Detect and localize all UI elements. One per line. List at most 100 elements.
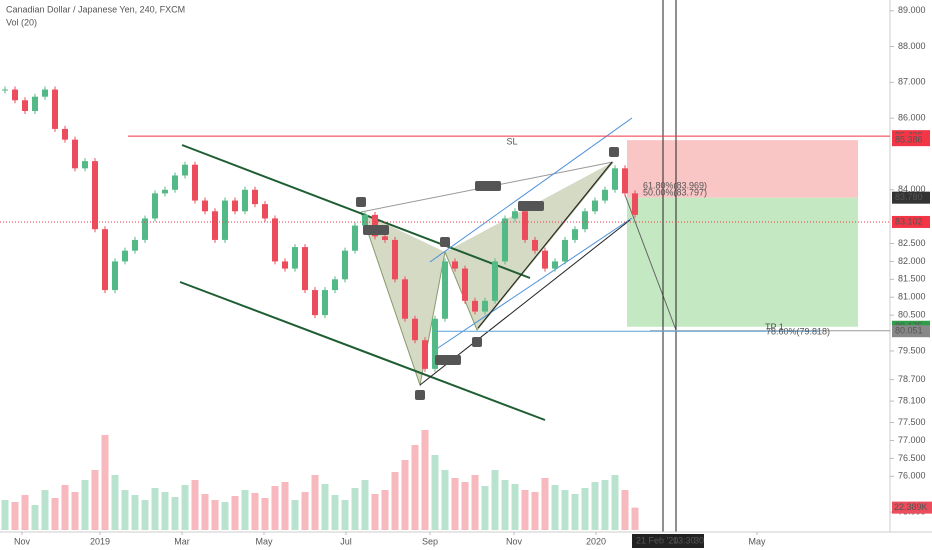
volume-bar <box>81 480 89 530</box>
candle <box>182 164 188 176</box>
x-tick-label: Nov <box>14 536 31 546</box>
volume-bar <box>471 475 479 530</box>
candle <box>442 261 448 319</box>
point-box <box>440 237 450 247</box>
volume-bar <box>421 430 429 530</box>
volume-bar <box>281 482 289 530</box>
volume-bar <box>101 435 109 530</box>
y-tick-label: 76.000 <box>898 471 926 481</box>
candle <box>472 300 478 312</box>
volume-bar <box>251 493 259 530</box>
candle <box>432 318 438 369</box>
candle <box>12 89 18 101</box>
volume-bar <box>61 485 69 530</box>
point-label: B <box>442 236 448 246</box>
volume-bar <box>481 486 489 530</box>
y-tick-label: 86.000 <box>898 113 926 123</box>
candle <box>342 250 348 280</box>
crosshair-extra: 30 <box>694 535 704 545</box>
candle <box>282 261 288 269</box>
candle <box>222 200 228 240</box>
crosshair-box <box>632 534 704 548</box>
x-tick-label: Sep <box>422 536 438 546</box>
pattern-bcd <box>445 162 613 330</box>
volume-bar <box>231 496 239 530</box>
volume-bar <box>261 498 269 530</box>
volume-bar <box>561 490 569 530</box>
candle <box>162 189 168 194</box>
volume-bar <box>361 480 369 530</box>
point-label: X <box>358 196 364 206</box>
candle <box>612 168 618 190</box>
candle <box>322 290 328 316</box>
candle <box>152 193 158 219</box>
volume-bar <box>241 490 249 530</box>
ratio-label: 0.613 <box>437 354 460 364</box>
volume-bar <box>21 495 29 530</box>
tp-label: TP 1 <box>765 322 784 332</box>
point-box <box>356 197 366 207</box>
price-label: 83.102 <box>895 216 923 226</box>
candle <box>52 89 58 129</box>
candle <box>402 279 408 319</box>
volume-bar <box>91 470 99 530</box>
volume-bar <box>1 500 9 530</box>
point-box <box>609 147 619 157</box>
x-tick-label: Jul <box>340 536 352 546</box>
candle <box>482 300 488 312</box>
blue-channel-top <box>429 117 633 263</box>
volume-bar <box>111 475 119 530</box>
candle <box>232 200 238 212</box>
candle <box>572 229 578 240</box>
volume-bar <box>451 478 459 530</box>
candle <box>622 168 628 194</box>
y-tick-label: 87.000 <box>898 77 926 87</box>
y-tick-label: 88.000 <box>898 41 926 51</box>
volume-bar <box>31 505 39 530</box>
volume-bar <box>431 455 439 530</box>
candle <box>542 250 548 269</box>
candle <box>312 290 318 316</box>
point-box <box>472 337 482 347</box>
candle <box>212 211 218 240</box>
price-label-box <box>892 215 930 228</box>
candle <box>422 340 428 369</box>
candle <box>82 161 88 169</box>
x-tick-label: 2020 <box>586 536 606 546</box>
candle <box>392 239 398 280</box>
volume-bar <box>41 490 49 530</box>
volume-bar <box>591 482 599 530</box>
volume-bar <box>151 488 159 530</box>
crosshair-time: 13:30 <box>673 535 696 545</box>
projection <box>624 194 677 331</box>
candle <box>72 139 78 169</box>
volume-bar <box>631 507 639 530</box>
volume-bar <box>141 500 149 530</box>
volume-bar <box>161 492 169 530</box>
volume-bar <box>191 480 199 530</box>
candle <box>132 239 138 251</box>
candle <box>562 239 568 262</box>
point-box <box>415 390 425 400</box>
ratio-label: 2.134 <box>520 200 543 210</box>
volume-bar <box>371 494 379 530</box>
x-tick-label: 2019 <box>90 536 110 546</box>
y-tick-label: 78.100 <box>898 395 926 405</box>
volume-bar <box>351 488 359 530</box>
y-tick-label: 77.000 <box>898 435 926 445</box>
point-label: A <box>417 389 423 399</box>
volume-bar <box>311 475 319 530</box>
subtitle: Vol (20) <box>6 17 37 27</box>
candle <box>202 200 208 212</box>
candle <box>512 211 518 219</box>
candle <box>292 247 298 269</box>
x-tick-label: Nov <box>506 536 523 546</box>
candle <box>602 189 608 201</box>
candle <box>592 200 598 212</box>
channel-bottom <box>179 281 546 421</box>
title: Canadian Dollar / Japanese Yen, 240, FXC… <box>6 4 185 14</box>
candle <box>352 225 358 251</box>
candle <box>92 161 98 230</box>
wedge-top <box>477 161 613 329</box>
